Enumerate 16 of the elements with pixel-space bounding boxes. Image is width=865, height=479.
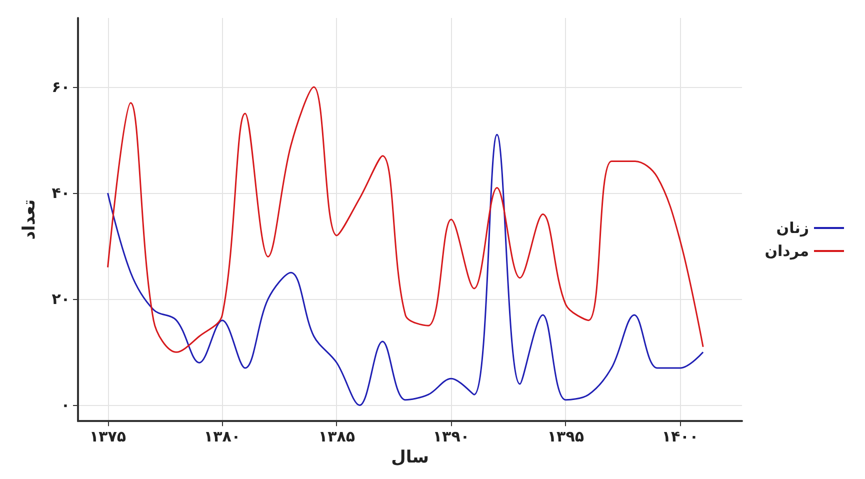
y-tick-label: ۴۰ [52, 184, 70, 202]
x-tick-label: ۱۳۹۵ [547, 428, 584, 446]
legend-label: زنان [776, 219, 809, 237]
y-tick-label: ۲۰ [52, 290, 70, 308]
line-series [107, 134, 704, 406]
y-axis-title: تعداد [20, 199, 40, 240]
y-tick-label: ۶۰ [52, 78, 70, 96]
x-tick-label: ۱۴۰۰ [662, 428, 698, 446]
y-tick-label: ۰ [60, 396, 70, 414]
line-series [107, 86, 704, 353]
x-tick-label: ۱۳۸۰ [204, 428, 241, 446]
legend-label: مردان [764, 242, 809, 260]
x-axis-title: سال [391, 448, 429, 468]
x-tick-label: ۱۳۷۵ [89, 428, 126, 446]
x-tick-label: ۱۳۹۰ [432, 428, 470, 446]
x-tick-label: ۱۳۸۵ [318, 428, 356, 446]
